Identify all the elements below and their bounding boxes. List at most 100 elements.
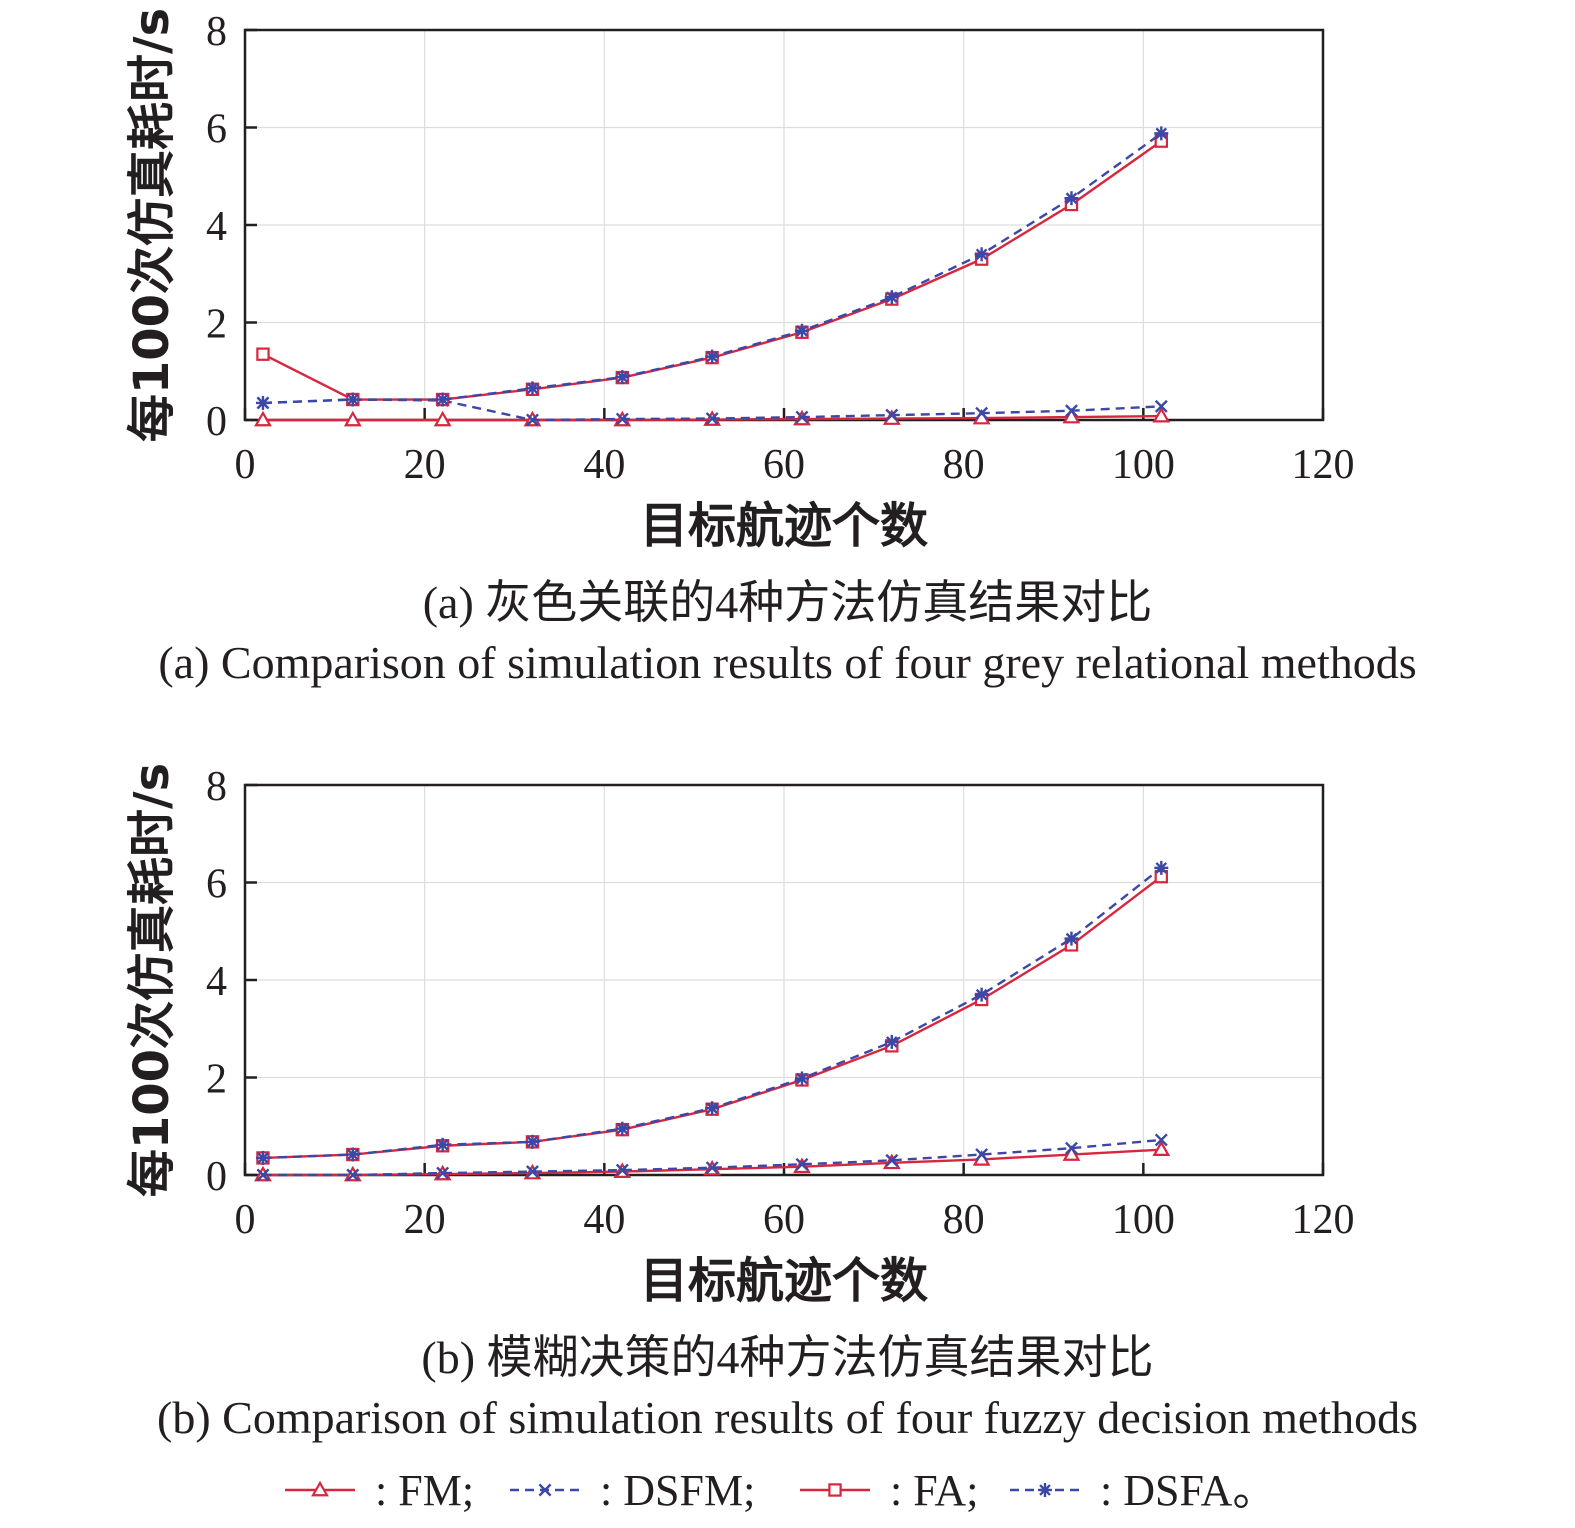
point-dsfm [975,406,989,420]
point-fa [256,347,270,361]
point-dsfa [1154,860,1169,875]
series-fa [256,869,1168,1165]
point-fm [343,410,362,427]
y-tick-label: 2 [206,1057,227,1103]
series-dsfm [256,1133,1168,1182]
y-tick-label: 6 [206,107,227,153]
series-fa [256,134,1168,407]
point-dsfa [345,1147,360,1162]
point-fm [254,410,272,427]
point-dsfa [345,392,360,407]
point-dsfa [525,1134,540,1149]
legend-label: : DSFM; [600,1466,755,1515]
x-tick-label: 80 [943,442,985,488]
point-fm [1062,1145,1081,1161]
point-dsfa [525,381,540,396]
x-tick-label: 100 [1112,442,1175,488]
point-dsfa [794,1071,809,1086]
legend-label: : FA; [890,1466,978,1515]
legend-label: : DSFA。 [1100,1466,1276,1515]
series-dsfa [255,860,1169,1165]
point-dsfm [795,410,809,424]
point-dsfm [615,1163,629,1177]
y-tick-label: 4 [206,204,227,250]
point-dsfm [885,1153,899,1167]
legend-marker-fm [311,1480,329,1497]
y-tick-label: 6 [206,862,227,908]
x-tick-label: 120 [1292,1197,1355,1243]
series-dsfa [255,126,1169,410]
x-tick-label: 20 [404,1197,446,1243]
chart-panel-a: 0 20 40 60 80 100 120 0 2 4 6 8 目标航迹个数 每100次仿真耗时/s (a… [0,0,1575,740]
point-dsfm [1065,404,1078,418]
caption-cn-a: (a) 灰色关联的4种方法仿真结果对比 [422,577,1153,628]
point-dsfm [256,1168,270,1182]
x-axis-title: 目标航迹个数 [640,498,928,554]
point-dsfm [526,413,539,427]
legend-item-dsfm: : DSFM; [510,1466,755,1515]
point-dsfm [1154,1133,1168,1147]
y-axis-title: 每100次仿真耗时/s [124,763,180,1197]
x-tick-label: 120 [1292,442,1355,488]
x-tick-label: 100 [1112,1197,1175,1243]
point-dsfa [1154,126,1169,141]
point-dsfa [705,349,720,364]
x-axis-title: 目标航迹个数 [640,1253,928,1309]
x-tick-label: 80 [943,1197,985,1243]
x-tick-label: 60 [763,442,805,488]
point-dsfm [705,1161,719,1175]
point-dsfa [615,1121,630,1136]
y-axis-title: 每100次仿真耗时/s [124,8,180,442]
point-dsfa [1064,931,1079,946]
legend-item-dsfa: : DSFA。 [1010,1466,1276,1515]
legend-label: : FM; [375,1466,474,1515]
point-dsfm [885,408,899,422]
point-fm [1152,1140,1171,1156]
y-tick-label: 4 [206,959,227,1005]
point-dsfm [346,1168,360,1182]
point-dsfa [1064,191,1079,206]
caption-en-a: (a) Comparison of simulation results of … [158,637,1417,688]
point-dsfa [615,370,630,385]
point-dsfa [435,392,450,407]
legend-item-fm: : FM; [285,1466,474,1515]
legend-marker-dsfm [538,1483,552,1497]
point-dsfm [795,1157,809,1171]
y-tick-label: 0 [206,399,227,445]
x-tick-label: 0 [235,1197,256,1243]
caption-cn-b: (b) 模糊决策的4种方法仿真结果对比 [421,1332,1154,1383]
point-fm [1062,407,1081,424]
chart-legend: : FM; : DSFM; : FA; : DSFA。 [285,1466,1276,1515]
point-dsfa [435,1137,450,1152]
chart-a: 0 20 40 60 80 100 120 0 2 4 6 8 目标航迹个数 每100次仿真耗时/s [124,8,1355,554]
y-tick-label: 8 [206,764,227,810]
x-tick-label: 0 [235,442,256,488]
caption-en-b: (b) Comparison of simulation results of … [157,1392,1418,1443]
point-dsfm [705,412,719,425]
x-tick-label: 40 [583,1197,625,1243]
point-dsfm [526,1165,539,1179]
point-dsfm [615,412,629,426]
point-fm [1152,406,1171,423]
x-tick-label: 20 [404,442,446,488]
point-dsfa [974,987,989,1002]
point-dsfa [705,1101,720,1116]
point-dsfm [975,1148,989,1161]
x-tick-label: 60 [763,1197,805,1243]
point-dsfa [974,247,989,262]
y-tick-label: 2 [206,302,227,348]
legend-item-fa: : FA; [800,1466,978,1515]
x-tick-label: 40 [583,442,625,488]
point-dsfa [255,1150,270,1165]
legend-marker-dsfa [1038,1483,1052,1497]
point-dsfa [794,323,809,338]
point-dsfa [884,1034,899,1049]
point-fm [433,410,452,427]
point-dsfm [436,1166,450,1180]
point-dsfa [255,395,270,410]
legend-marker-fa [828,1483,842,1497]
point-dsfa [884,290,899,305]
point-dsfm [1154,399,1168,413]
y-tick-label: 8 [206,9,227,55]
point-dsfm [1065,1141,1078,1155]
